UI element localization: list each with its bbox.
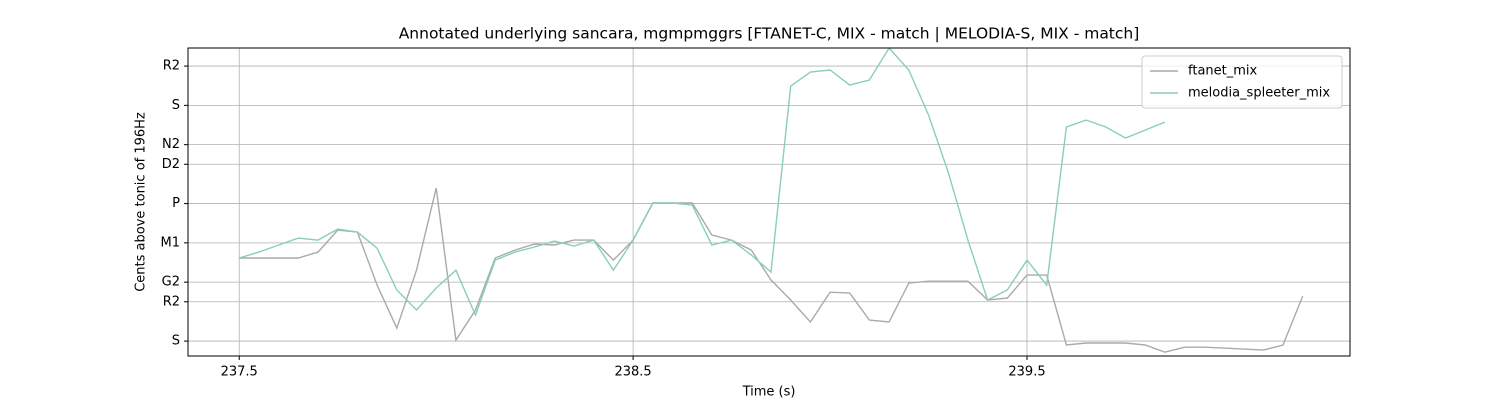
legend-label: melodia_spleeter_mix (1188, 86, 1330, 101)
legend-box (1141, 55, 1343, 109)
y-tick-label: N2 (162, 137, 180, 152)
chart-title: Annotated underlying sancara, mgmpmggrs … (399, 25, 1140, 43)
y-tick-label: S (172, 334, 180, 349)
x-axis-label: Time (s) (742, 385, 796, 400)
legend-label: ftanet_mix (1188, 64, 1258, 79)
y-tick-label: G2 (162, 275, 180, 290)
series-line (239, 187, 1304, 353)
x-tick-label: 238.5 (614, 365, 651, 380)
x-tick-label: 239.5 (1008, 365, 1045, 380)
x-tick-label: 237.5 (221, 365, 258, 380)
legend: ftanet_mix melodia_spleeter_mix (1141, 55, 1343, 109)
y-tick-label: R2 (163, 59, 180, 74)
y-tick-label: M1 (161, 235, 181, 250)
y-tick-label: R2 (163, 294, 180, 309)
y-tick-label: D2 (162, 157, 180, 172)
series-line (238, 46, 1166, 317)
y-tick-label: S (172, 98, 180, 113)
y-axis-label: Cents above tonic of 196Hz (134, 112, 149, 292)
plot-frame (187, 47, 1351, 357)
y-tick-label: P (172, 196, 180, 211)
